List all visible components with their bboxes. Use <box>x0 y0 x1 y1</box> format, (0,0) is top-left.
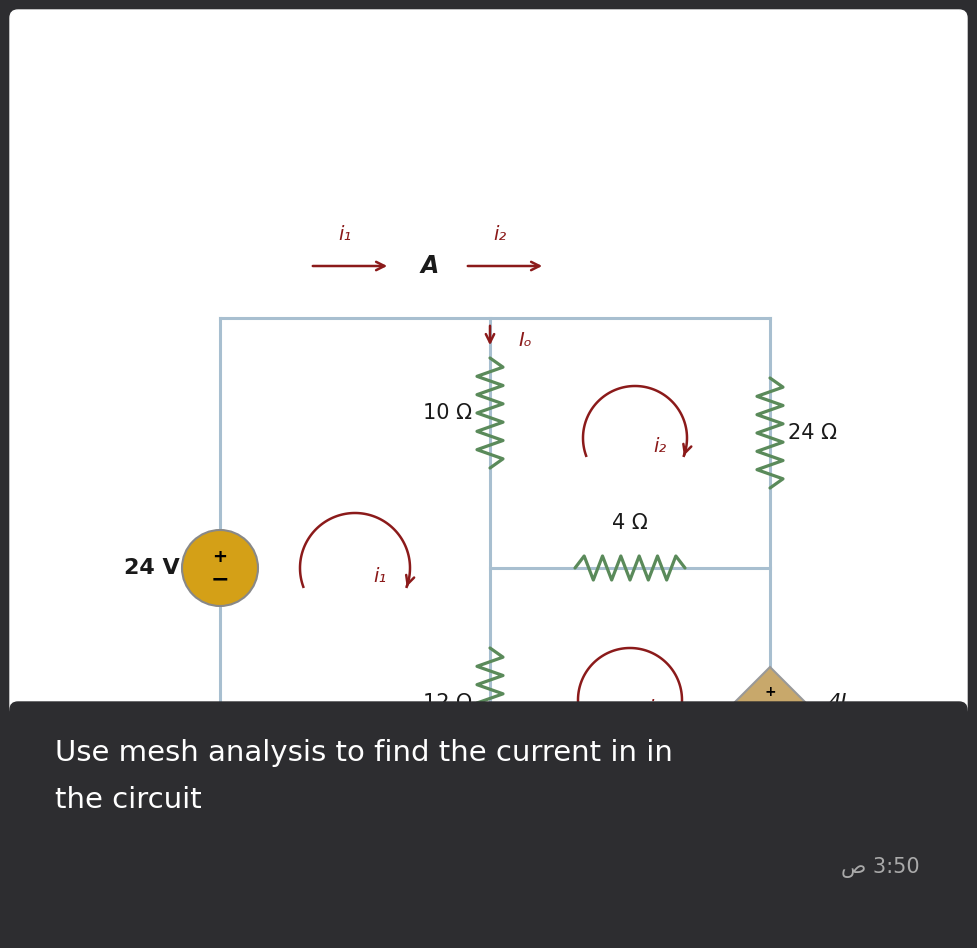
Text: 4 Ω: 4 Ω <box>613 513 648 533</box>
Text: +: + <box>213 548 228 566</box>
Text: Figure (3).: Figure (3). <box>400 851 580 881</box>
Text: i₂: i₂ <box>653 436 666 455</box>
Text: −: − <box>211 569 230 589</box>
Text: i₂: i₂ <box>493 225 507 244</box>
Text: 24 V: 24 V <box>124 558 180 578</box>
Text: 10 Ω: 10 Ω <box>423 403 472 423</box>
Text: Iₒ: Iₒ <box>518 331 531 350</box>
Text: 24 Ω: 24 Ω <box>788 423 837 443</box>
FancyBboxPatch shape <box>10 10 967 716</box>
Text: A: A <box>421 254 439 278</box>
Text: i₁: i₁ <box>338 225 352 244</box>
Text: 12 Ω: 12 Ω <box>423 693 472 713</box>
FancyBboxPatch shape <box>10 702 967 938</box>
Text: +: + <box>764 685 776 699</box>
Text: Use mesh analysis to find the current in in: Use mesh analysis to find the current in… <box>55 739 673 767</box>
Text: i₁: i₁ <box>373 567 386 586</box>
Text: the circuit: the circuit <box>55 786 201 814</box>
Text: −: − <box>763 705 777 723</box>
Text: ص 3:50: ص 3:50 <box>841 858 920 879</box>
Text: 4Iₒ: 4Iₒ <box>828 693 856 713</box>
Polygon shape <box>734 667 806 739</box>
Text: i₃: i₃ <box>648 699 661 718</box>
Circle shape <box>182 530 258 606</box>
